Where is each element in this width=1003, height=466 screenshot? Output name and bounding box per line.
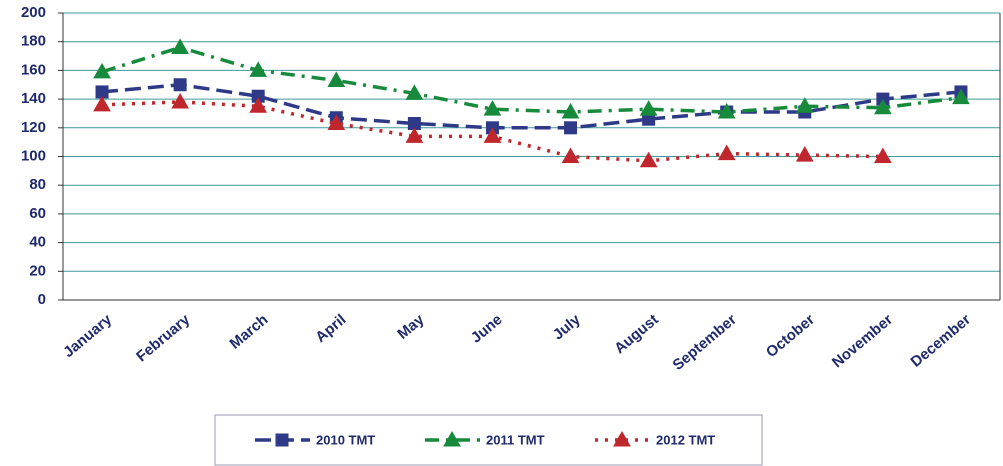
y-tick-label: 100	[21, 147, 46, 164]
point	[93, 62, 111, 79]
point	[717, 144, 736, 161]
point	[639, 151, 658, 168]
point	[171, 92, 189, 109]
point	[795, 97, 814, 113]
y-tick-label: 80	[29, 176, 46, 193]
legend-marker	[613, 430, 631, 447]
point	[795, 146, 814, 162]
x-tick-label: November	[829, 311, 896, 371]
legend-label: 2011 TMT	[486, 432, 545, 447]
point	[874, 98, 892, 115]
x-tick-label: May	[394, 311, 428, 343]
y-tick-label: 160	[21, 61, 46, 78]
legend-marker	[443, 430, 461, 447]
point	[327, 114, 346, 130]
point	[483, 127, 502, 143]
point	[483, 100, 502, 116]
point	[173, 78, 187, 92]
point	[327, 71, 346, 87]
point	[874, 147, 892, 163]
x-tick-label: April	[312, 311, 349, 346]
x-tick-label: July	[550, 311, 584, 344]
point	[561, 103, 580, 119]
point	[564, 121, 578, 135]
y-tick-label: 20	[29, 262, 46, 279]
y-tick-label: 60	[29, 205, 46, 222]
series-line	[101, 45, 962, 114]
y-tick-label: 180	[21, 33, 46, 50]
series-line	[101, 82, 962, 130]
x-tick-label: March	[227, 311, 272, 352]
x-tick-label: June	[468, 311, 506, 347]
y-tick-label: 0	[38, 291, 46, 308]
point	[639, 100, 658, 116]
y-tick-label: 40	[29, 234, 46, 251]
point	[405, 84, 424, 100]
x-tick-label: October	[763, 311, 818, 361]
legend-marker	[275, 433, 289, 447]
legend-label: 2010 TMT	[316, 432, 375, 447]
legend: 2010 TMT 2011 TMT 2012 TMT	[214, 414, 763, 466]
point	[93, 95, 111, 112]
y-tick-label: 140	[21, 90, 46, 107]
x-tick-label: September	[670, 311, 740, 374]
x-tick-label: February	[133, 311, 194, 366]
point	[717, 103, 736, 119]
y-tick-label: 120	[21, 119, 46, 136]
y-tick-label: 200	[21, 4, 46, 21]
point	[249, 61, 268, 77]
x-tick-label: January	[60, 311, 116, 361]
x-tick-label: August	[611, 311, 662, 357]
point	[952, 88, 970, 105]
point	[405, 127, 424, 143]
point	[171, 38, 189, 54]
series-line	[101, 100, 883, 163]
point	[249, 97, 268, 113]
point	[561, 147, 580, 163]
x-tick-label: December	[908, 311, 975, 371]
legend-label: 2012 TMT	[656, 432, 715, 447]
